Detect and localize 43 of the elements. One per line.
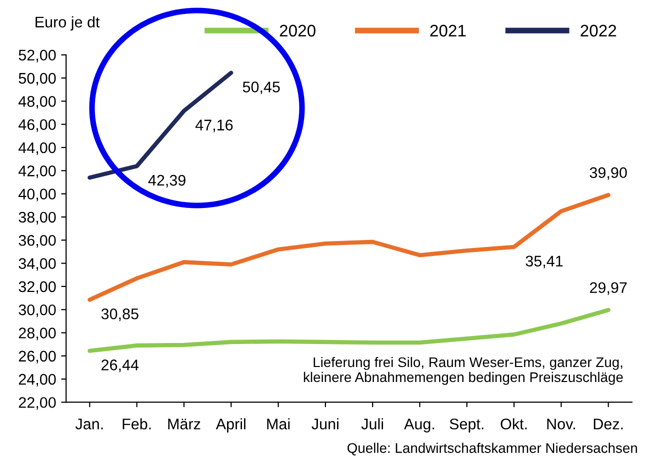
data-label: 35,41	[526, 256, 563, 268]
annotation: Lieferung frei Silo, Raum Weser-Ems, ganzer Zug, kleinere Abnahmemengen bedingen Preiszuschläge	[304, 356, 623, 385]
data-label: 42,39	[148, 174, 186, 188]
legend-label: 2022	[580, 24, 616, 37]
y-tick-label: 22,00	[18, 397, 56, 410]
x-tick-label: April	[216, 418, 246, 432]
source-note: Quelle: Landwirtschaftskammer Niedersachsen	[348, 442, 637, 456]
y-tick-label: 44,00	[18, 142, 56, 155]
data-label: 47,16	[195, 120, 233, 132]
y-tick-label: 36,00	[18, 234, 56, 248]
y-tick-label: 34,00	[18, 258, 56, 271]
x-tick-label: Mai	[267, 418, 290, 430]
y-tick-label: 46,00	[18, 119, 56, 132]
x-tick-label: Juni	[312, 418, 338, 430]
y-tick-label: 48,00	[18, 96, 56, 109]
y-tick-label: 42,00	[18, 166, 56, 178]
data-label: 29,97	[590, 282, 627, 295]
line-series	[88, 308, 610, 353]
x-tick-label: Feb.	[122, 418, 151, 430]
y-tick-label: 52,00	[18, 50, 56, 62]
y-tick-label: 38,00	[18, 212, 56, 224]
y-tick-label: 24,00	[18, 374, 56, 387]
x-tick-label: Dez.	[594, 418, 623, 430]
y-tick-label: 32,00	[18, 281, 56, 294]
x-tick-label: März	[168, 418, 200, 430]
y-tick-label: 26,00	[18, 350, 56, 364]
data-label: 30,85	[101, 308, 138, 322]
legend-label: 2020	[280, 24, 316, 37]
y-tick-label: 28,00	[18, 328, 56, 340]
y-tick-label: 50,00	[18, 72, 56, 86]
x-tick-label: Aug.	[404, 418, 434, 432]
x-tick-label: Juli	[361, 418, 384, 430]
data-label: 50,45	[242, 82, 280, 94]
x-tick-label: Sept.	[450, 418, 484, 432]
data-label: 26,44	[102, 360, 139, 372]
data-label: 39,90	[590, 167, 627, 180]
legend-label: 2021	[430, 24, 466, 37]
y-tick-label: 40,00	[18, 188, 56, 202]
y-axis-title: Euro je dt	[36, 16, 100, 31]
y-tick-label: 30,00	[18, 304, 56, 318]
x-tick-label: Nov.	[547, 418, 575, 430]
x-tick-label: Okt.	[500, 418, 527, 430]
x-tick-label: Jan.	[75, 418, 103, 430]
